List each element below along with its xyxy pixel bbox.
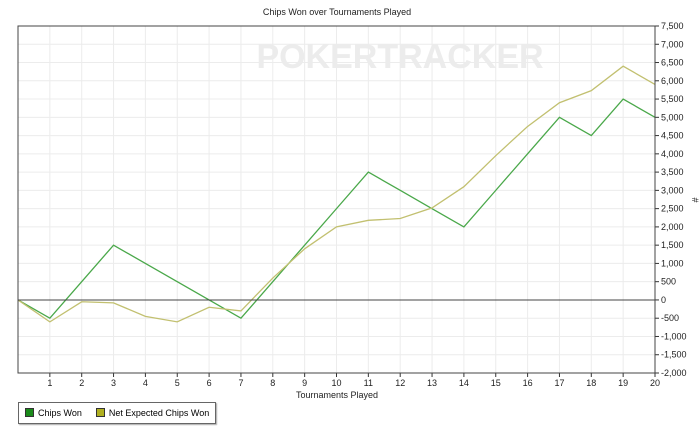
x-tick-label: 17	[554, 378, 564, 388]
x-tick-label: 13	[427, 378, 437, 388]
watermark: POKERTRACKER	[256, 38, 543, 76]
x-tick-label: 10	[331, 378, 341, 388]
y-tick-label: 2,500	[661, 204, 684, 214]
x-tick-label: 14	[459, 378, 469, 388]
legend-item-chips-won[interactable]: Chips Won	[25, 408, 82, 418]
x-tick-label: 4	[143, 378, 148, 388]
legend: Chips Won Net Expected Chips Won	[18, 402, 217, 424]
x-tick-label: 11	[364, 378, 373, 388]
y-tick-label: 7,500	[661, 21, 684, 31]
x-tick-label: 8	[270, 378, 275, 388]
y-axis-label: #	[690, 197, 700, 202]
y-tick-label: -500	[661, 313, 679, 323]
y-tick-label: -1,000	[661, 331, 687, 341]
y-tick-label: 5,000	[661, 112, 684, 122]
series-line-net-expected-chips-won	[17, 65, 656, 323]
legend-label: Chips Won	[38, 408, 82, 418]
y-tick-label: 4,000	[661, 149, 684, 159]
y-tick-label: 6,500	[661, 58, 684, 68]
y-tick-label: 2,000	[661, 222, 684, 232]
x-tick-label: 16	[523, 378, 533, 388]
y-tick-label: 0	[661, 295, 666, 305]
y-tick-label: 5,500	[661, 94, 684, 104]
chart-title: Chips Won over Tournaments Played	[263, 7, 411, 17]
x-tick-label: 19	[618, 378, 628, 388]
y-tick-label: -1,500	[661, 350, 687, 360]
y-tick-label: 6,000	[661, 76, 684, 86]
x-tick-label: 20	[650, 378, 660, 388]
y-tick-label: 3,000	[661, 185, 684, 195]
y-tick-label: 1,000	[661, 258, 684, 268]
legend-swatch	[95, 408, 105, 417]
x-tick-label: 5	[175, 378, 180, 388]
x-tick-label: 9	[302, 378, 307, 388]
y-tick-label: 500	[661, 277, 676, 287]
x-tick-label: 7	[238, 378, 243, 388]
legend-label: Net Expected Chips Won	[108, 408, 210, 418]
y-tick-label: 3,500	[661, 167, 684, 177]
x-axis-label: Tournaments Played	[296, 390, 378, 400]
x-tick-label: 12	[395, 378, 405, 388]
x-tick-label: 18	[586, 378, 596, 388]
series-line-chips-won	[17, 98, 656, 320]
y-tick-label: 4,500	[661, 131, 684, 141]
y-tick-label: -2,000	[661, 368, 687, 378]
y-tick-label: 7,000	[661, 39, 684, 49]
y-tick-label: 1,500	[661, 240, 684, 250]
plot-border	[17, 25, 656, 374]
x-tick-label: 1	[47, 378, 52, 388]
x-tick-label: 3	[111, 378, 116, 388]
legend-item-net-expected[interactable]: Net Expected Chips Won	[95, 408, 210, 418]
legend-swatch	[25, 408, 34, 417]
x-tick-label: 6	[207, 378, 212, 388]
x-tick-label: 15	[491, 378, 501, 388]
x-tick-label: 2	[79, 378, 84, 388]
